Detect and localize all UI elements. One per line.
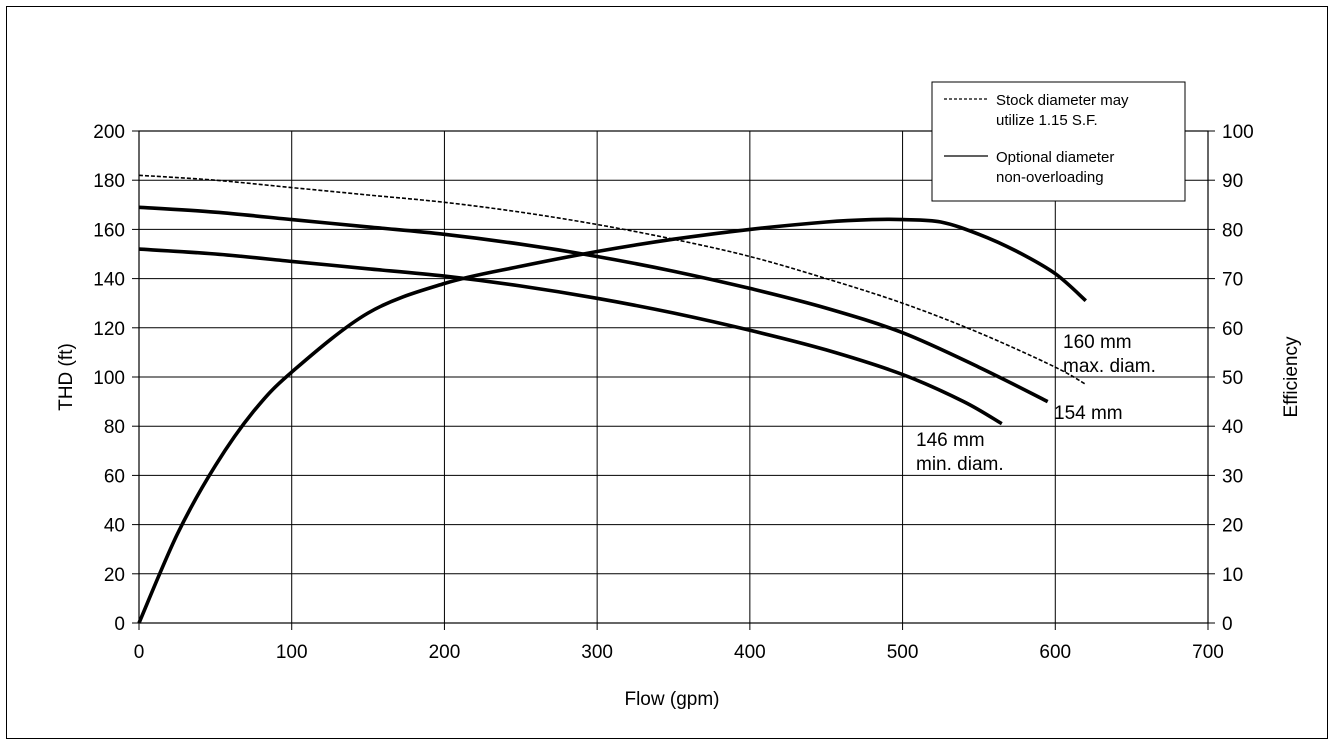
y-tick-label: 60 [104, 466, 125, 487]
series-line-d154 [138, 205, 1049, 404]
y2-tick-label: 0 [1222, 614, 1233, 635]
x-tick-label: 300 [581, 642, 613, 663]
annotation-154mm: 154 mm [1054, 403, 1123, 424]
annotation-160mm-line2: max. diam. [1063, 356, 1156, 377]
grid [138, 130, 1209, 624]
annotation-146mm-line2: min. diam. [916, 454, 1004, 475]
plot-border [138, 130, 1209, 624]
y-tick-label: 20 [104, 565, 125, 586]
y-tick-label: 200 [93, 122, 125, 143]
legend-entry-stock-line2: utilize 1.15 S.F. [996, 112, 1098, 129]
x-tick-label: 200 [429, 642, 461, 663]
legend-entry-optional-line1: Optional diameter [996, 149, 1114, 166]
x-tick-label: 400 [734, 642, 766, 663]
y-tick-label: 120 [93, 319, 125, 340]
series-line-d160 [138, 174, 1087, 386]
y2-tick-label: 70 [1222, 270, 1243, 291]
legend: Stock diameter may utilize 1.15 S.F. Opt… [931, 81, 1186, 202]
y2-tick-label: 30 [1222, 466, 1243, 487]
y2-tick-label: 90 [1222, 171, 1243, 192]
y-tick-label: 40 [104, 516, 125, 537]
legend-entry-stock-line1: Stock diameter may [996, 92, 1129, 109]
y-tick-label: 180 [93, 171, 125, 192]
annotation-146mm-line1: 146 mm [916, 430, 985, 451]
axes [132, 130, 1215, 630]
x-tick-label: 600 [1039, 642, 1071, 663]
y-tick-label: 0 [114, 614, 125, 635]
x-tick-label: 500 [887, 642, 919, 663]
y2-tick-label: 80 [1222, 220, 1243, 241]
annotation-146mm: 146 mm min. diam. [916, 430, 1004, 475]
annotations: 160 mm max. diam. 154 mm 146 mm min. dia… [916, 332, 1156, 475]
x-tick-label: 100 [276, 642, 308, 663]
y2-tick-label: 50 [1222, 368, 1243, 389]
legend-box [931, 81, 1186, 202]
tick-labels: 0 20 40 60 80 100 120 140 160 180 200 0 10 20 30 40 50 60… [93, 122, 1253, 663]
annotation-154mm-line1: 154 mm [1054, 403, 1123, 424]
legend-entry-optional-line2: non-overloading [996, 169, 1104, 186]
y2-tick-label: 10 [1222, 565, 1243, 586]
y2-tick-label: 40 [1222, 417, 1243, 438]
y-axis-title: THD (ft) [56, 343, 77, 411]
curves [137, 174, 1088, 624]
x-tick-label: 0 [134, 642, 145, 663]
x-axis-title: Flow (gpm) [624, 689, 719, 710]
legend-entry-optional: Optional diameter non-overloading [996, 149, 1119, 186]
y-tick-label: 100 [93, 368, 125, 389]
y-tick-label: 160 [93, 220, 125, 241]
y-tick-label: 80 [104, 417, 125, 438]
series-line-efficiency [137, 217, 1088, 624]
y-tick-label: 140 [93, 270, 125, 291]
y2-tick-label: 100 [1222, 122, 1254, 143]
annotation-160mm-line1: 160 mm [1063, 332, 1132, 353]
legend-entry-stock: Stock diameter may utilize 1.15 S.F. [996, 92, 1133, 129]
y2-tick-label: 20 [1222, 516, 1243, 537]
y2-axis-title: Efficiency [1281, 336, 1302, 417]
series-line-d146 [138, 247, 1003, 426]
y2-tick-label: 60 [1222, 319, 1243, 340]
annotation-160mm: 160 mm max. diam. [1063, 332, 1156, 377]
x-tick-label: 700 [1192, 642, 1224, 663]
